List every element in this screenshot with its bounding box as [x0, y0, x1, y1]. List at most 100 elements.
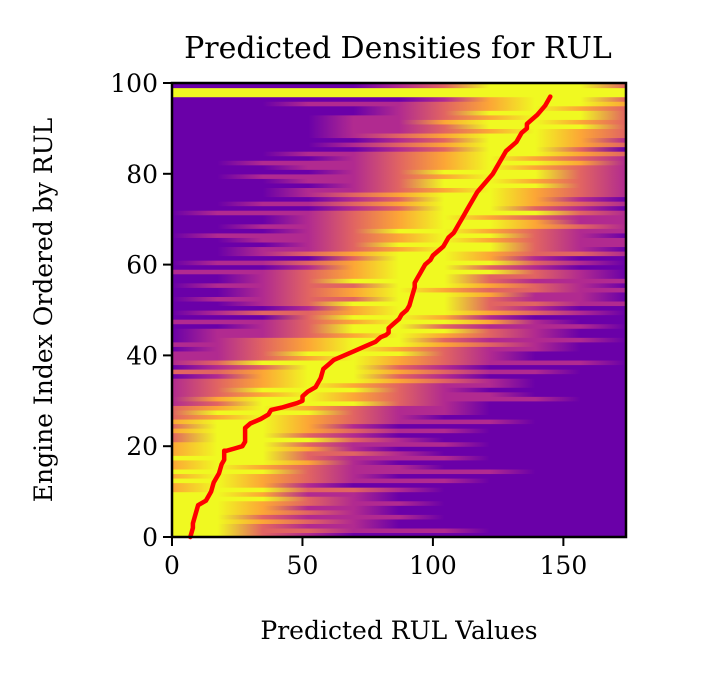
heatmap-row [172, 110, 626, 116]
heatmap-row [172, 219, 626, 225]
heatmap-row [172, 146, 626, 152]
heatmap-row [172, 437, 626, 443]
heatmap-row [172, 123, 626, 129]
heatmap-row [172, 228, 626, 234]
heatmap-row [172, 432, 626, 438]
heatmap-row [172, 514, 626, 520]
heatmap-row [172, 92, 626, 98]
heatmap-row [172, 355, 626, 361]
heatmap-row [172, 128, 626, 134]
heatmap-row [172, 273, 626, 279]
x-tick-label: 100 [409, 551, 457, 580]
heatmap-row [172, 101, 626, 107]
heatmap-row [172, 160, 626, 166]
heatmap-row [172, 532, 626, 538]
heatmap-row [172, 246, 626, 252]
heatmap-row [172, 87, 626, 93]
heatmap-row [172, 323, 626, 329]
heatmap-row [172, 450, 626, 456]
heatmap-row [172, 237, 626, 243]
heatmap-row [172, 287, 626, 293]
heatmap-row [172, 291, 626, 297]
heatmap-row [172, 364, 626, 370]
heatmap-row [172, 305, 626, 311]
heatmap-row [172, 487, 626, 493]
heatmap-row [172, 332, 626, 338]
heatmap-row [172, 346, 626, 352]
heatmap-row [172, 250, 626, 257]
x-tick-label: 50 [287, 551, 319, 580]
heatmap-row [172, 423, 626, 429]
heatmap-row [172, 142, 626, 148]
heatmap-row [172, 296, 626, 302]
heatmap-row [172, 337, 626, 343]
heatmap-row [172, 496, 626, 502]
heatmap-row [172, 405, 626, 411]
heatmap-row [172, 359, 626, 366]
y-tick-label: 0 [142, 523, 158, 552]
heatmap-row [172, 278, 626, 284]
heatmap-row [172, 455, 626, 461]
heatmap-row [172, 164, 626, 170]
chart-title: Predicted Densities for RUL [184, 31, 612, 66]
heatmap-row [172, 214, 626, 220]
heatmap-row [172, 260, 626, 266]
y-tick-label: 20 [126, 432, 158, 461]
y-tick-label: 60 [126, 251, 158, 280]
heatmap-row [172, 300, 626, 307]
heatmap-row [172, 428, 626, 434]
heatmap-row [172, 83, 626, 89]
heatmap-row [172, 509, 626, 515]
heatmap-row [172, 264, 626, 270]
y-tick-label: 40 [126, 341, 158, 370]
plot-frame [170, 81, 628, 539]
heatmap-row [172, 132, 626, 139]
heatmap-row [172, 119, 626, 125]
heatmap-row [172, 473, 626, 479]
heatmap-row [172, 369, 626, 375]
y-axis-label: Engine Index Ordered by RUL [29, 118, 58, 503]
heatmap-row [172, 527, 626, 534]
heatmap-row [172, 201, 626, 207]
heatmap-row [172, 196, 626, 202]
heatmap-row [172, 373, 626, 379]
heatmap-row [172, 223, 626, 229]
heatmap-row [172, 191, 626, 198]
heatmap-row [172, 269, 626, 275]
x-tick-label: 0 [164, 551, 180, 580]
heatmap-row [172, 409, 626, 416]
heatmap-row [172, 396, 626, 402]
heatmap-row [172, 464, 626, 470]
heatmap-row [172, 310, 626, 316]
heatmap-row [172, 350, 626, 356]
heatmap-row [172, 173, 626, 179]
heatmap-row [172, 378, 626, 384]
heatmap-row [172, 387, 626, 393]
x-axis-ticks: 0 50 100 150 [164, 537, 587, 580]
heatmap-row [172, 169, 626, 175]
heatmap-row [172, 178, 626, 184]
heatmap-row [172, 155, 626, 161]
y-tick-label: 80 [126, 160, 158, 189]
heatmap-row [172, 418, 626, 425]
heatmap-row [172, 210, 626, 216]
heatmap-row [172, 151, 626, 157]
heatmap-row [172, 187, 626, 193]
heatmap-row [172, 137, 626, 143]
heatmap-row [172, 391, 626, 397]
heatmap-row [172, 282, 626, 288]
heatmap-row [172, 400, 626, 406]
heatmap-row [172, 446, 626, 452]
heatmap-row [172, 205, 626, 211]
heatmap-row [172, 96, 626, 102]
heatmap-row [172, 414, 626, 420]
x-tick-label: 150 [540, 551, 588, 580]
density-heatmap [172, 83, 626, 538]
heatmap-row [172, 468, 626, 475]
heatmap-row [172, 232, 626, 238]
y-tick-label: 100 [110, 69, 158, 98]
heatmap-row [172, 341, 626, 347]
heatmap-row [172, 482, 626, 488]
heatmap-row [172, 241, 626, 248]
